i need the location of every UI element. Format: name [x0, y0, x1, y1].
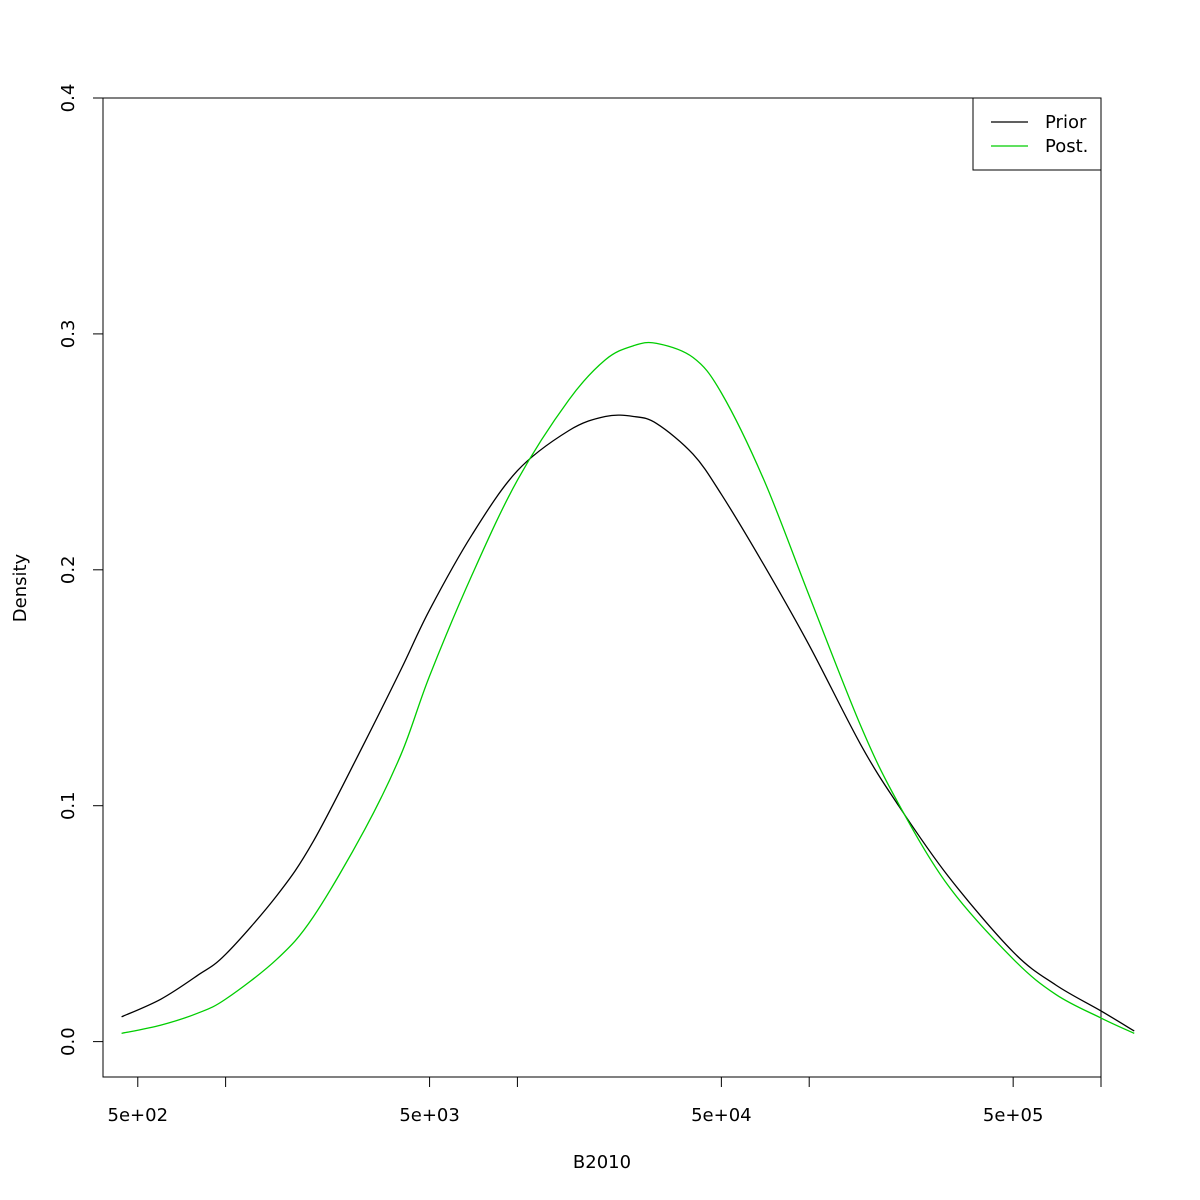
- legend-label-prior: Prior: [1045, 112, 1087, 133]
- x-tick-label: 5e+04: [691, 1105, 752, 1126]
- x-axis: 5e+02 5e+03 5e+04 5e+05: [108, 1076, 1102, 1126]
- plot-lines: [121, 341, 1135, 1034]
- legend-label-post: Post.: [1045, 136, 1088, 157]
- plot-area-frame: [102, 97, 1102, 1078]
- y-tick-label: 0.0: [58, 1027, 79, 1056]
- y-tick-label: 0.2: [58, 555, 79, 584]
- y-axis-title: Density: [10, 553, 31, 622]
- y-tick-label: 0.3: [58, 320, 79, 349]
- x-tick-label: 5e+02: [108, 1105, 169, 1126]
- y-tick-label: 0.4: [58, 84, 79, 113]
- x-axis-title: B2010: [573, 1152, 631, 1173]
- series-line-prior: [121, 414, 1135, 1032]
- series-line-post: [121, 341, 1135, 1034]
- legend-box: [972, 97, 1102, 171]
- y-tick-label: 0.1: [58, 791, 79, 820]
- legend: Prior Post.: [972, 97, 1102, 171]
- y-axis: 0.0 0.1 0.2 0.3 0.4: [58, 84, 104, 1056]
- x-tick-label: 5e+05: [983, 1105, 1044, 1126]
- x-tick-label: 5e+03: [399, 1105, 460, 1126]
